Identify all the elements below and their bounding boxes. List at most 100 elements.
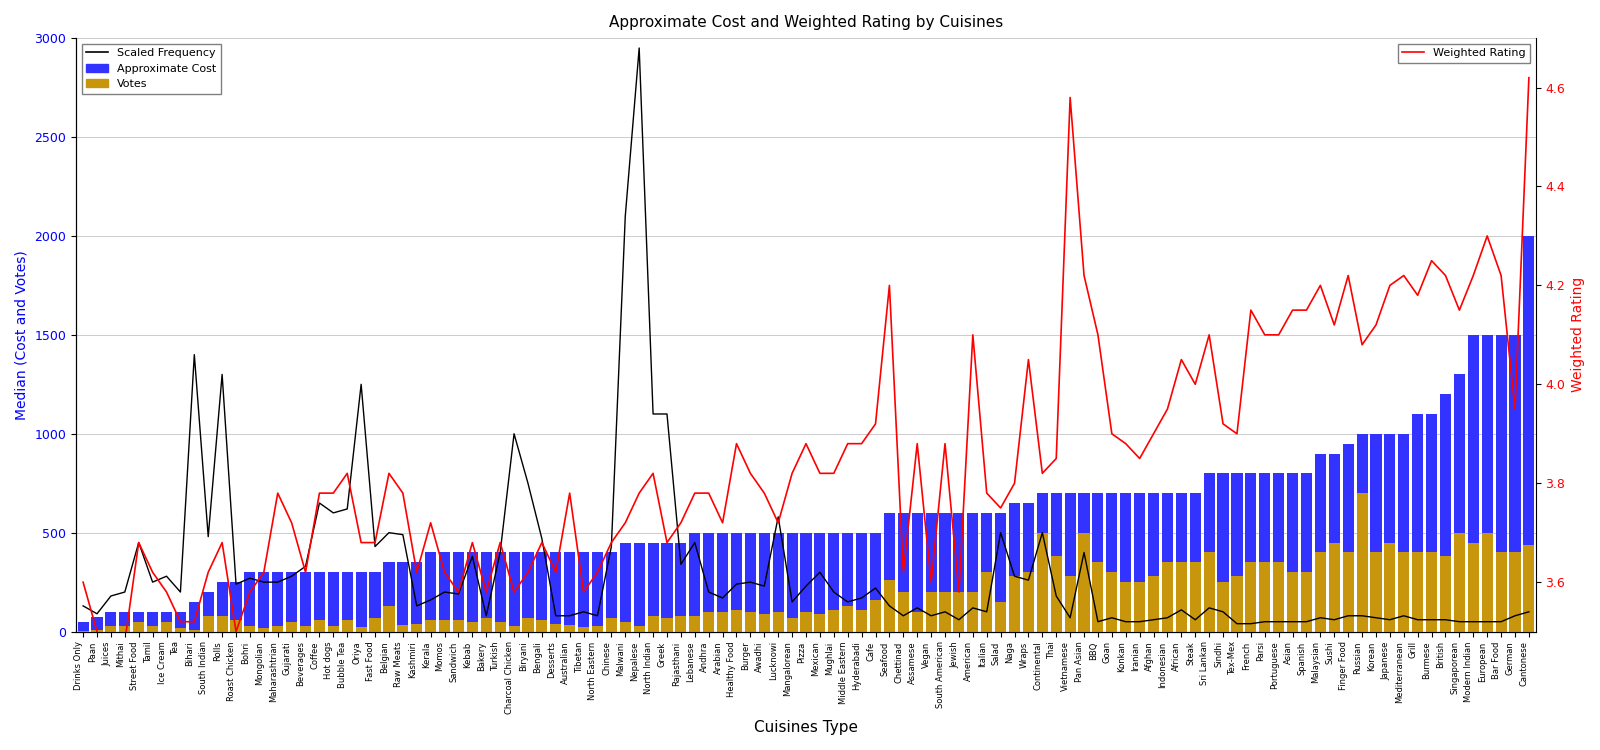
Bar xyxy=(1357,433,1368,632)
Weighted Rating xyxy=(282,518,301,527)
Bar xyxy=(509,626,520,632)
Bar xyxy=(467,622,478,632)
Bar xyxy=(189,602,200,632)
Bar xyxy=(717,612,728,632)
Bar xyxy=(1162,493,1173,632)
Bar xyxy=(1454,374,1466,632)
Bar xyxy=(1301,572,1312,632)
Bar xyxy=(925,513,936,632)
Bar xyxy=(1426,553,1437,632)
Bar xyxy=(1328,454,1339,632)
Title: Approximate Cost and Weighted Rating by Cuisines: Approximate Cost and Weighted Rating by … xyxy=(610,15,1003,30)
Line: Weighted Rating: Weighted Rating xyxy=(83,78,1530,656)
Bar xyxy=(1134,493,1146,632)
Bar xyxy=(1413,553,1424,632)
Bar xyxy=(133,622,144,632)
Bar xyxy=(216,582,227,632)
Bar xyxy=(1259,473,1270,632)
Bar xyxy=(814,532,826,632)
Bar xyxy=(523,553,533,632)
Bar xyxy=(898,513,909,632)
Bar xyxy=(800,612,811,632)
Scaled Frequency xyxy=(1520,608,1539,616)
Bar xyxy=(968,592,978,632)
Bar xyxy=(939,513,950,632)
Bar xyxy=(1051,556,1062,632)
Bar xyxy=(1342,444,1354,632)
Bar xyxy=(1218,473,1229,632)
Bar xyxy=(648,616,659,632)
Bar xyxy=(1106,493,1117,632)
Scaled Frequency xyxy=(88,609,107,618)
Bar xyxy=(147,612,158,632)
Bar xyxy=(1509,334,1520,632)
Bar xyxy=(606,618,618,632)
Bar xyxy=(1232,473,1243,632)
Bar xyxy=(1371,553,1381,632)
Scaled Frequency xyxy=(629,44,648,52)
Bar xyxy=(1523,544,1534,632)
Bar xyxy=(272,626,283,632)
Bar xyxy=(870,532,882,632)
Bar xyxy=(731,532,742,632)
Bar xyxy=(1357,493,1368,632)
Bar xyxy=(619,622,630,632)
Bar xyxy=(578,553,589,632)
X-axis label: Cuisines Type: Cuisines Type xyxy=(754,720,858,735)
Bar xyxy=(1482,334,1493,632)
Bar xyxy=(1093,493,1104,632)
Bar xyxy=(675,542,686,632)
Bar xyxy=(523,618,533,632)
Weighted Rating xyxy=(101,652,120,661)
Bar xyxy=(1384,542,1395,632)
Bar xyxy=(536,553,547,632)
Bar xyxy=(912,612,923,632)
Bar xyxy=(746,612,755,632)
Bar xyxy=(203,592,214,632)
Bar xyxy=(578,627,589,632)
Bar xyxy=(355,627,366,632)
Bar xyxy=(162,622,173,632)
Bar xyxy=(216,616,227,632)
Bar xyxy=(829,610,840,632)
Bar xyxy=(174,612,186,632)
Scaled Frequency xyxy=(643,410,662,419)
Bar xyxy=(787,532,798,632)
Bar xyxy=(494,553,506,632)
Bar xyxy=(1315,553,1326,632)
Bar xyxy=(1190,493,1202,632)
Bar xyxy=(272,572,283,632)
Scaled Frequency xyxy=(269,578,288,586)
Bar xyxy=(245,572,256,632)
Bar xyxy=(1496,553,1507,632)
Weighted Rating xyxy=(1144,429,1163,438)
Bar xyxy=(299,572,310,632)
Bar xyxy=(800,532,811,632)
Bar xyxy=(397,562,408,632)
Bar xyxy=(1523,236,1534,632)
Bar xyxy=(1398,433,1410,632)
Bar xyxy=(1245,473,1256,632)
Bar xyxy=(842,532,853,632)
Bar xyxy=(856,610,867,632)
Bar xyxy=(245,626,256,632)
Bar xyxy=(411,562,422,632)
Bar xyxy=(342,572,352,632)
Bar xyxy=(856,532,867,632)
Bar xyxy=(1093,562,1104,632)
Bar xyxy=(91,616,102,632)
Bar xyxy=(634,542,645,632)
Bar xyxy=(203,616,214,632)
Bar xyxy=(1078,493,1090,632)
Bar xyxy=(426,620,437,632)
Bar xyxy=(1454,532,1466,632)
Bar xyxy=(829,532,840,632)
Bar xyxy=(731,610,742,632)
Bar xyxy=(675,616,686,632)
Bar xyxy=(77,622,88,632)
Bar xyxy=(1286,473,1298,632)
Bar xyxy=(702,532,714,632)
Bar xyxy=(981,572,992,632)
Bar xyxy=(1037,532,1048,632)
Bar xyxy=(328,572,339,632)
